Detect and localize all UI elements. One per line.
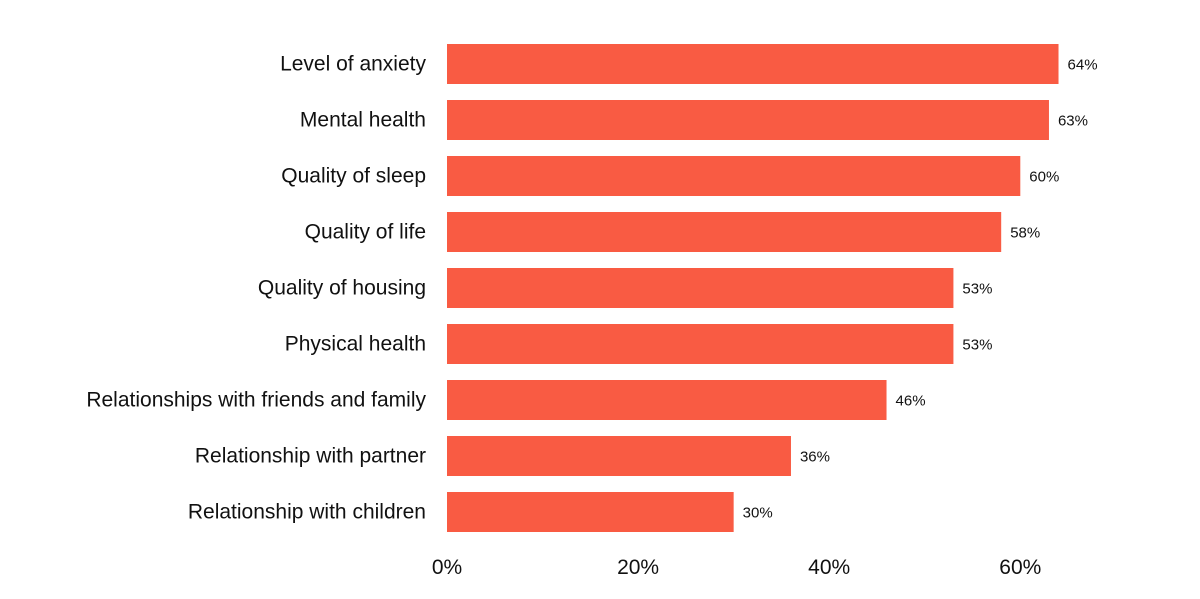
bar (447, 212, 1002, 252)
category-label: Level of anxiety (280, 53, 426, 76)
x-tick-label: 60% (999, 556, 1041, 579)
value-label: 46% (896, 393, 926, 410)
category-label: Quality of sleep (281, 165, 426, 188)
bars-group (447, 44, 1059, 532)
value-labels: 64% 63% 60% 58% 53% 53% 46% 36% 30% (743, 57, 1098, 522)
value-label: 63% (1058, 113, 1088, 130)
bar (447, 268, 954, 308)
bar (447, 380, 887, 420)
value-label: 36% (800, 449, 830, 466)
bar (447, 100, 1049, 140)
category-label: Physical health (285, 333, 426, 356)
bar (447, 156, 1021, 196)
bar (447, 44, 1059, 84)
value-label: 53% (962, 281, 992, 298)
category-label: Quality of life (305, 221, 426, 244)
value-label: 53% (962, 337, 992, 354)
value-label: 30% (743, 505, 773, 522)
category-labels: Level of anxiety Mental health Quality of … (86, 53, 426, 524)
x-tick-label: 0% (432, 556, 462, 579)
value-label: 58% (1010, 225, 1040, 242)
x-tick-label: 40% (808, 556, 850, 579)
category-label: Mental health (300, 109, 426, 132)
bar (447, 436, 791, 476)
category-label: Relationships with friends and family (86, 389, 426, 412)
category-label: Relationship with partner (195, 445, 426, 468)
value-label: 64% (1068, 57, 1098, 74)
category-label: Quality of housing (258, 277, 426, 300)
bar (447, 492, 734, 532)
category-label: Relationship with children (188, 501, 426, 524)
x-axis-ticks: 0% 20% 40% 60% (432, 556, 1041, 579)
x-tick-label: 20% (617, 556, 659, 579)
value-label: 60% (1029, 169, 1059, 186)
bar (447, 324, 954, 364)
